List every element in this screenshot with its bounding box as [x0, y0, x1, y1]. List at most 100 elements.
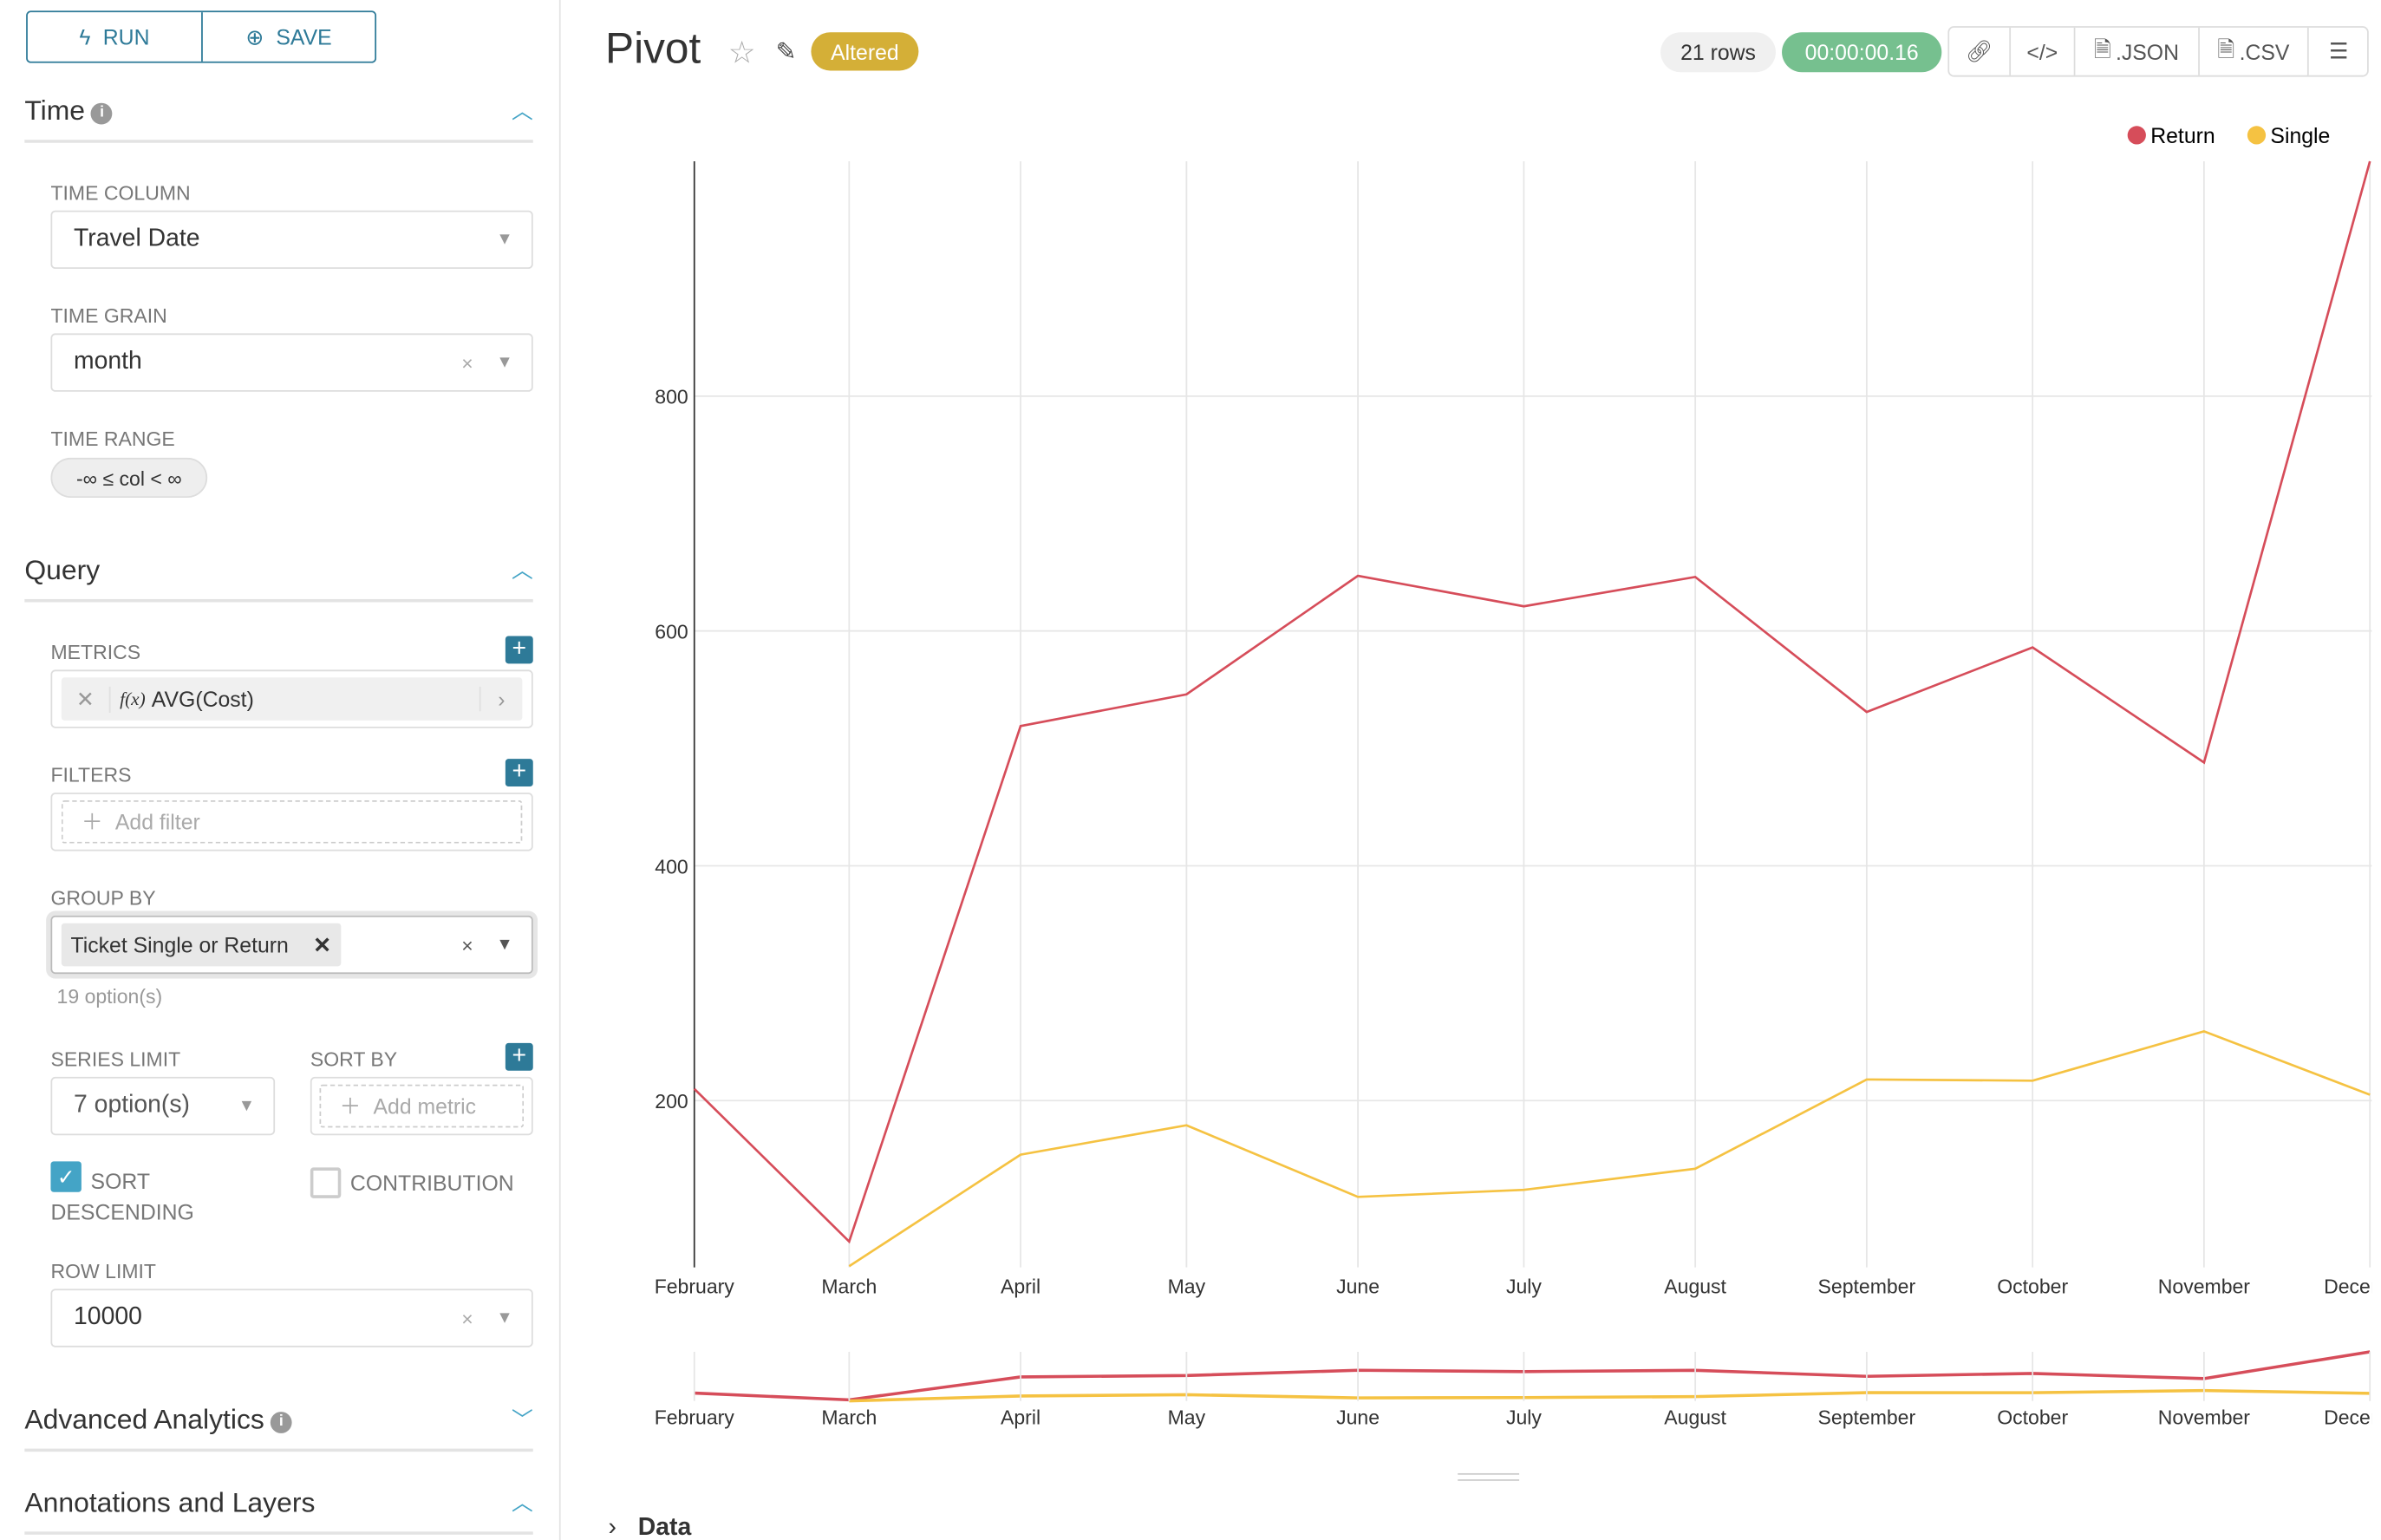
plus-icon: ＋	[339, 1093, 362, 1119]
y-tick-label: 200	[655, 1090, 688, 1113]
add-sort-button[interactable]: +	[505, 1042, 533, 1071]
legend-label: Return	[2150, 125, 2215, 148]
chevron-up-icon[interactable]: ︿	[511, 1490, 533, 1515]
info-icon: i	[91, 101, 113, 124]
contribution-label: CONTRIBUTION	[349, 1170, 514, 1196]
sort-by-label: SORT BY	[310, 1047, 398, 1071]
code-icon: </>	[2026, 39, 2058, 64]
altered-badge[interactable]: Altered	[811, 32, 919, 71]
brush-x-tick-label: November	[2158, 1406, 2251, 1428]
file-code-icon: 🗎︎	[2093, 36, 2111, 61]
y-tick-label: 400	[655, 855, 688, 878]
sort-by-field	[310, 1076, 533, 1136]
brush-x-tick-label: September	[1818, 1406, 1916, 1428]
series-line-return	[693, 160, 2371, 1244]
embed-code-button[interactable]: </>	[2011, 27, 2076, 75]
file-text-icon: 🗎︎	[2217, 36, 2235, 61]
filters-field	[50, 793, 533, 852]
series-line-single	[848, 1029, 2371, 1268]
resize-handle[interactable]	[1458, 1472, 1520, 1481]
brush-x-tick-label: June	[1336, 1406, 1380, 1428]
data-section-toggle[interactable]: › Data	[609, 1515, 692, 1540]
x-tick-label: February	[655, 1276, 735, 1298]
brush-x-tick-label: April	[1001, 1406, 1040, 1428]
brush-x-tick-label: October	[1997, 1406, 2068, 1428]
chevron-down-icon[interactable]: ﹀	[511, 1406, 533, 1432]
remove-metric-icon[interactable]: ✕	[62, 686, 111, 713]
y-tick-label: 600	[655, 621, 688, 643]
time-column-label: TIME COLUMN	[50, 181, 191, 205]
caret-down-icon: ▼	[496, 1308, 513, 1328]
link-button[interactable]: 🔗︎	[1949, 27, 2012, 75]
chevron-right-icon[interactable]: ›	[479, 686, 523, 712]
x-tick-label: July	[1506, 1276, 1542, 1298]
row-limit-select[interactable]: 10000 × ▼	[50, 1289, 533, 1348]
chevron-up-icon[interactable]: ︿	[511, 558, 533, 583]
menu-button[interactable]: ☰	[2310, 28, 2368, 75]
chevron-right-icon: ›	[608, 1514, 616, 1540]
caret-down-icon: ▼	[496, 230, 513, 249]
sort-descending-label: SORT DESCENDING	[50, 1169, 194, 1224]
time-column-select[interactable]: Travel Date ▼	[50, 210, 533, 270]
x-tick-label: November	[2158, 1276, 2251, 1298]
legend-marker-return	[2127, 126, 2146, 145]
chart-area: Pivot ☆ ✎ Altered 21 rows 00:00:00.16 🔗︎…	[562, 0, 2381, 1540]
chart-title[interactable]: Pivot	[605, 24, 701, 73]
remove-tag-icon[interactable]: ✕	[313, 931, 331, 956]
x-tick-label: December	[2324, 1276, 2381, 1298]
sort-descending-checkbox[interactable]: ✓	[50, 1161, 82, 1192]
clear-icon[interactable]: ×	[461, 1306, 473, 1330]
metric-tag[interactable]: AVG(Cost)	[151, 686, 254, 712]
add-filter-plus-button[interactable]: +	[505, 759, 533, 787]
section-query-header[interactable]: Query ︿	[24, 541, 533, 603]
section-annotations-header[interactable]: Annotations and Layers ︿	[24, 1473, 533, 1535]
clear-icon[interactable]: ×	[461, 933, 473, 956]
save-button[interactable]: ⊕ SAVE	[201, 12, 375, 62]
brush-x-tick-label: March	[821, 1406, 877, 1428]
export-csv-button[interactable]: 🗎︎ .CSV	[2199, 27, 2310, 75]
query-timer-badge: 00:00:00.16	[1782, 32, 1942, 73]
row-count-badge: 21 rows	[1660, 32, 1776, 73]
line-chart: 200 400 600 800 February February March March Ap…	[655, 125, 2381, 1428]
brush-x-tick-label: July	[1506, 1406, 1542, 1428]
edit-icon[interactable]: ✎	[775, 40, 797, 67]
section-advanced-analytics-header[interactable]: Advanced Analytics i ﹀	[24, 1390, 533, 1452]
section-time-header[interactable]: Time i ︿	[24, 82, 533, 143]
add-metric-button[interactable]: +	[505, 636, 533, 664]
caret-down-icon: ▼	[238, 1096, 256, 1116]
brush-x-tick-label: December	[2324, 1406, 2381, 1428]
time-range-label: TIME RANGE	[50, 427, 175, 451]
info-icon: i	[270, 1411, 292, 1433]
chevron-up-icon[interactable]: ︿	[511, 98, 533, 123]
x-tick-label: April	[1001, 1276, 1040, 1298]
control-panel: ϟ RUN ⊕ SAVE Time i ︿ TIME COLUMN Travel Dat…	[0, 0, 561, 1540]
legend-marker-single	[2247, 126, 2267, 145]
series-limit-select[interactable]: 7 option(s) ▼	[50, 1076, 276, 1136]
brush-x-tick-label: February	[655, 1406, 735, 1428]
hamburger-icon: ☰	[2329, 38, 2349, 63]
metrics-field[interactable]: ✕ f(x) AVG(Cost) ›	[50, 669, 533, 728]
row-limit-label: ROW LIMIT	[50, 1259, 157, 1283]
contribution-checkbox[interactable]	[310, 1167, 342, 1198]
group-by-options-count: 19 option(s)	[56, 984, 163, 1008]
run-button[interactable]: ϟ RUN	[79, 24, 150, 49]
x-tick-label: August	[1664, 1276, 1726, 1298]
x-tick-label: June	[1336, 1276, 1380, 1298]
group-by-tag: Ticket Single or Return ✕	[61, 923, 341, 967]
brush-line-single	[849, 1388, 2371, 1403]
group-by-select[interactable]: Ticket Single or Return ✕ × ▼	[50, 915, 533, 975]
plus-circle-icon: ⊕	[245, 23, 264, 49]
export-json-button[interactable]: 🗎︎ .JSON	[2075, 27, 2200, 75]
series-limit-label: SERIES LIMIT	[50, 1047, 181, 1071]
filters-label: FILTERS	[50, 763, 132, 787]
plus-icon: ＋	[81, 809, 103, 834]
add-filter-button[interactable]: ＋ Add filter	[61, 800, 523, 844]
x-tick-label: March	[821, 1276, 877, 1298]
legend-label: Single	[2270, 125, 2330, 148]
star-icon[interactable]: ☆	[727, 36, 756, 71]
clear-icon[interactable]: ×	[461, 350, 473, 375]
time-grain-select[interactable]: month × ▼	[50, 333, 533, 392]
caret-down-icon[interactable]: ▼	[496, 935, 513, 955]
add-metric-sort-button[interactable]: ＋ Add metric	[319, 1084, 525, 1128]
time-range-pill[interactable]: -∞ ≤ col < ∞	[50, 457, 208, 498]
